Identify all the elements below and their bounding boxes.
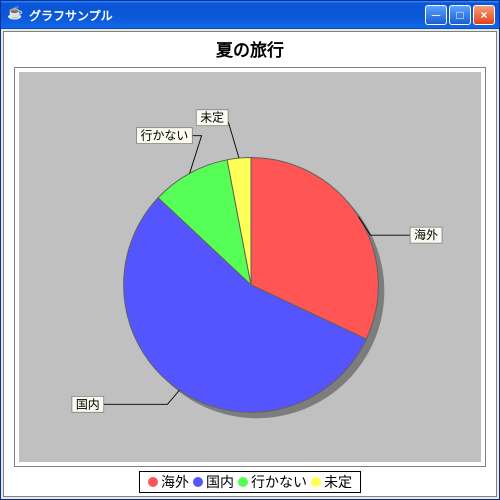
maximize-button[interactable]: □ [449, 5, 471, 25]
leader-line [227, 118, 239, 158]
leader-line [104, 390, 180, 404]
slice-label-text: 国内 [76, 397, 100, 411]
legend-swatch [311, 477, 321, 487]
legend-label: 行かない [251, 472, 307, 492]
titlebar[interactable]: グラフサンプル ─ □ × [1, 1, 499, 29]
chart-panel: 夏の旅行 海外国内行かない未定 海外国内行かない未定 [3, 31, 497, 497]
app-window: グラフサンプル ─ □ × 夏の旅行 海外国内行かない未定 海外国内行かない未定 [0, 0, 500, 500]
window-title: グラフサンプル [29, 7, 113, 24]
legend-swatch [238, 477, 248, 487]
legend-item: 行かない [238, 472, 307, 492]
chart-title: 夏の旅行 [4, 32, 496, 63]
close-button[interactable]: × [473, 5, 495, 25]
pie-chart-svg: 海外国内 行かない未定 [15, 68, 485, 466]
legend-item: 海外 [148, 472, 189, 492]
content-pane: 夏の旅行 海外国内行かない未定 海外国内行かない未定 [1, 29, 499, 499]
legend-item: 未定 [311, 472, 352, 492]
plot-area: 海外国内 行かない未定 [14, 67, 486, 467]
slice-label-text: 行かない [141, 129, 189, 143]
legend-swatch [193, 477, 203, 487]
java-icon [7, 7, 23, 23]
slice-label-text: 未定 [200, 110, 224, 125]
minimize-button[interactable]: ─ [425, 5, 447, 25]
legend-label: 未定 [324, 472, 352, 492]
slice-label-text: 海外 [414, 227, 438, 242]
legend-swatch [148, 477, 158, 487]
legend-item: 国内 [193, 472, 234, 492]
legend-label: 海外 [161, 472, 189, 492]
legend: 海外国内行かない未定 [139, 471, 361, 493]
legend-label: 国内 [206, 472, 234, 492]
